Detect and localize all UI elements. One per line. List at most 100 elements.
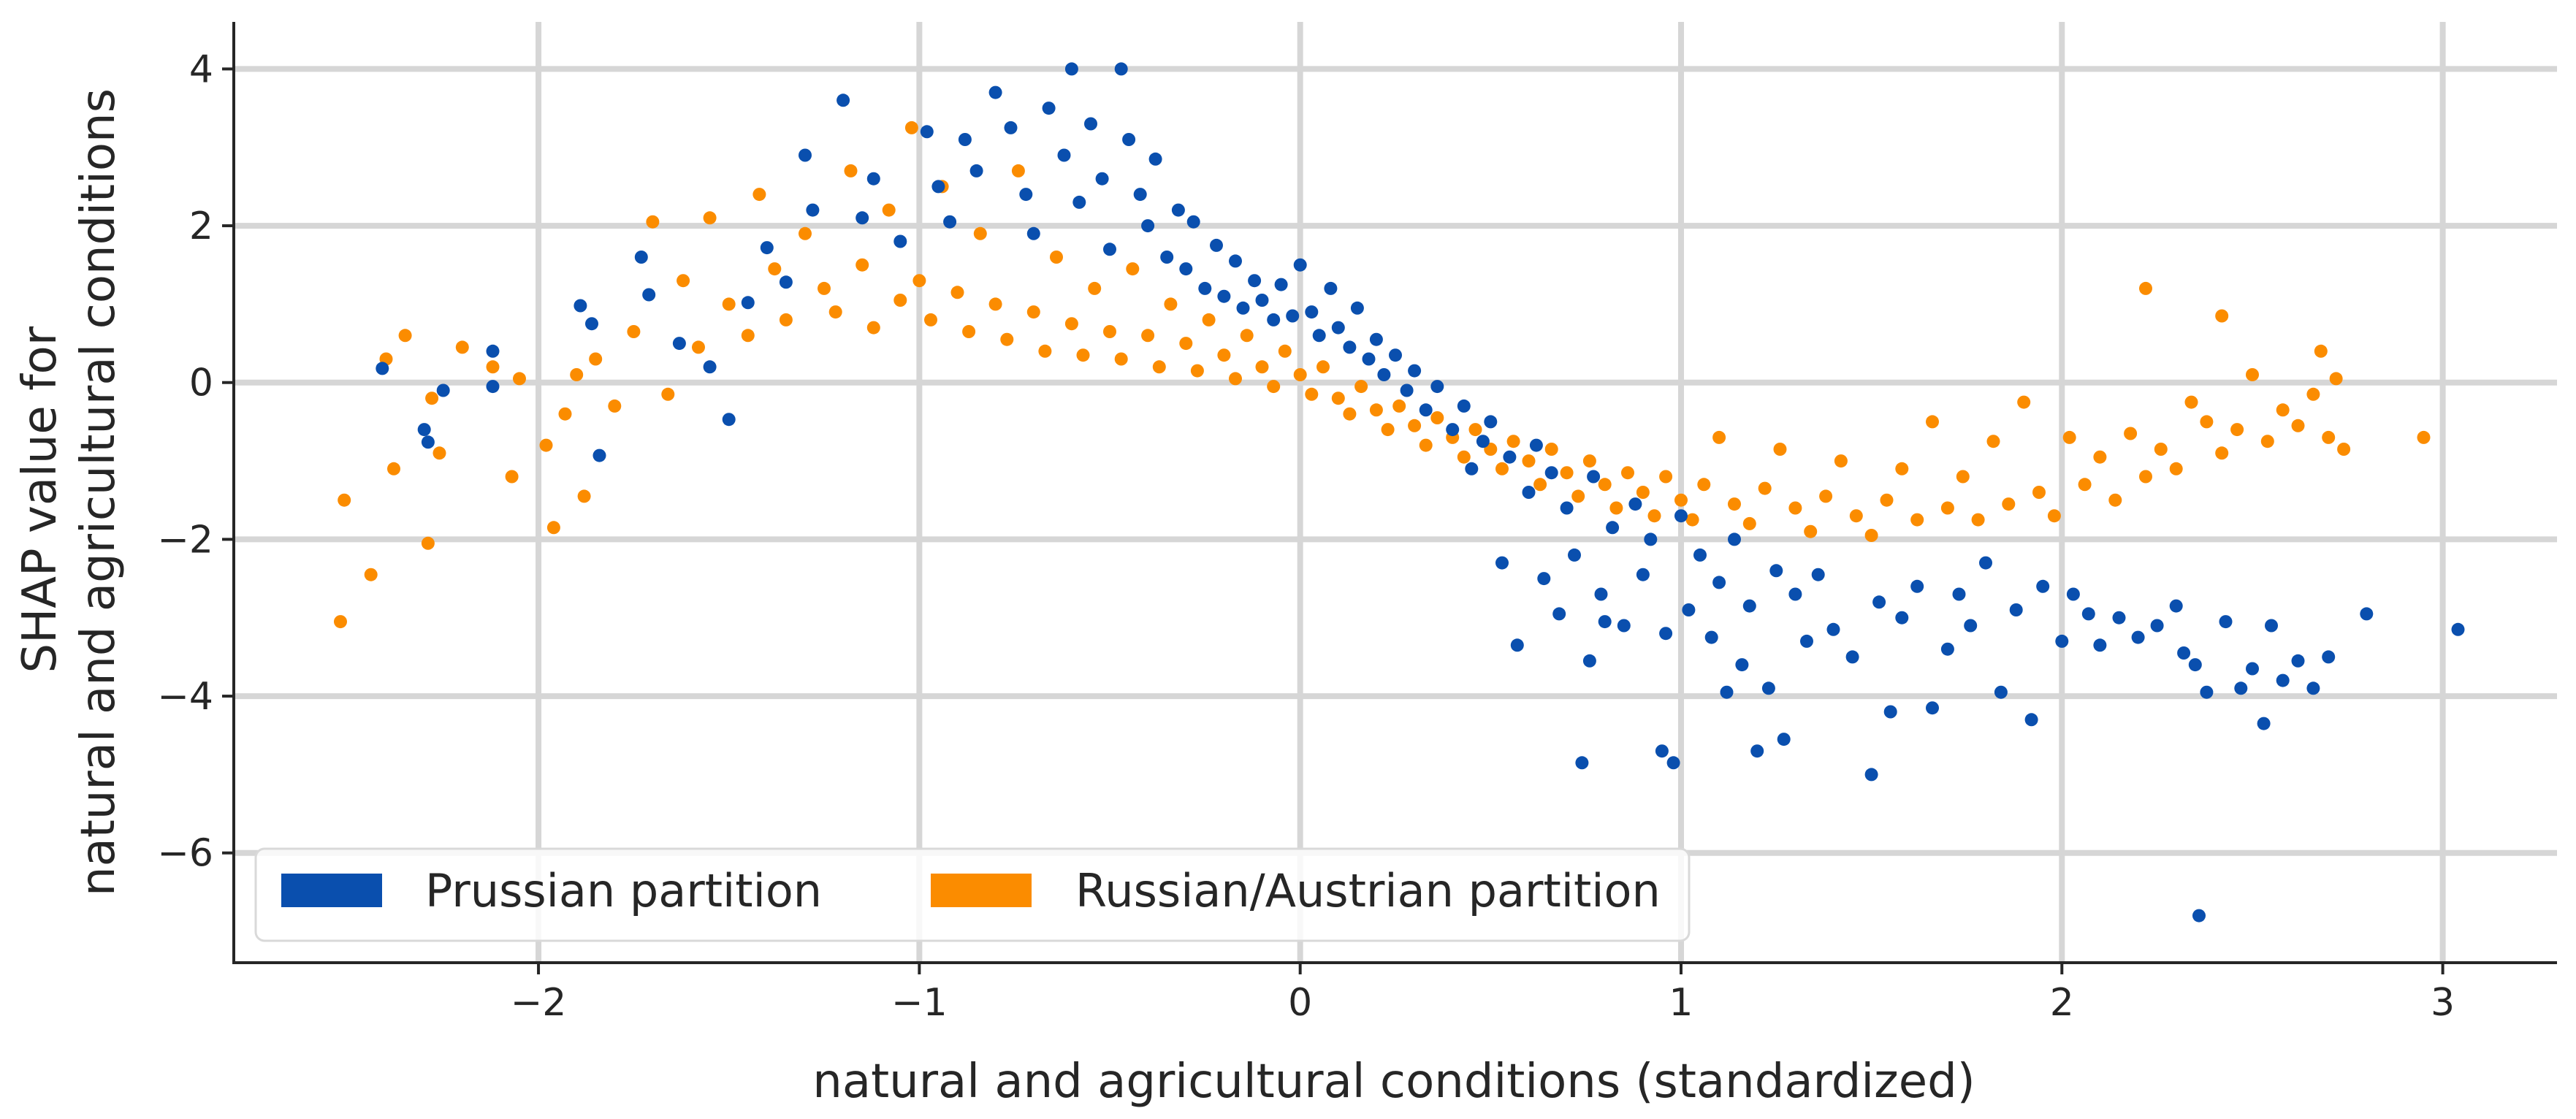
point-russian-austrian bbox=[505, 470, 519, 484]
point-prussian bbox=[1377, 368, 1391, 381]
point-russian-austrian bbox=[1956, 470, 1970, 484]
point-russian-austrian bbox=[2139, 470, 2152, 484]
point-prussian bbox=[1122, 133, 1136, 146]
point-prussian bbox=[2066, 587, 2080, 601]
point-prussian bbox=[436, 383, 450, 397]
point-russian-austrian bbox=[1305, 387, 1319, 401]
point-prussian bbox=[1522, 486, 1536, 499]
point-russian-austrian bbox=[1240, 329, 1254, 343]
point-russian-austrian bbox=[1141, 329, 1155, 343]
point-prussian bbox=[2192, 909, 2206, 923]
point-prussian bbox=[1659, 627, 1673, 641]
point-russian-austrian bbox=[973, 226, 987, 240]
point-prussian bbox=[1952, 587, 1966, 601]
data-points bbox=[334, 62, 2465, 923]
point-russian-austrian bbox=[387, 462, 400, 476]
point-russian-austrian bbox=[1064, 317, 1078, 331]
point-russian-austrian bbox=[2002, 497, 2016, 511]
x-tick-label: −2 bbox=[511, 981, 567, 1025]
point-prussian bbox=[866, 172, 880, 186]
point-russian-austrian bbox=[692, 340, 705, 354]
point-russian-austrian bbox=[432, 446, 446, 460]
point-prussian bbox=[1864, 768, 1878, 782]
point-prussian bbox=[1465, 462, 1479, 476]
point-prussian bbox=[2291, 654, 2305, 668]
point-prussian bbox=[943, 215, 957, 229]
point-prussian bbox=[1446, 423, 1460, 437]
point-russian-austrian bbox=[1712, 430, 1726, 444]
point-prussian bbox=[1248, 274, 1262, 288]
point-prussian bbox=[1430, 380, 1444, 394]
point-prussian bbox=[1598, 615, 1612, 629]
point-russian-austrian bbox=[1697, 478, 1711, 492]
point-russian-austrian bbox=[334, 615, 347, 629]
point-prussian bbox=[2200, 685, 2214, 699]
point-russian-austrian bbox=[608, 399, 622, 413]
point-russian-austrian bbox=[2124, 427, 2138, 440]
point-prussian bbox=[920, 125, 934, 139]
point-russian-austrian bbox=[856, 258, 869, 272]
point-russian-austrian bbox=[818, 281, 831, 295]
point-russian-austrian bbox=[558, 407, 572, 421]
point-prussian bbox=[1529, 438, 1543, 452]
point-prussian bbox=[1674, 509, 1688, 523]
point-russian-austrian bbox=[1598, 478, 1612, 492]
point-prussian bbox=[2188, 658, 2202, 672]
point-prussian bbox=[1712, 576, 1726, 589]
point-russian-austrian bbox=[1819, 489, 1833, 503]
point-prussian bbox=[1293, 258, 1307, 272]
point-prussian bbox=[1750, 744, 1764, 758]
point-russian-austrian bbox=[1728, 497, 1741, 511]
point-russian-austrian bbox=[1267, 380, 1281, 394]
point-prussian bbox=[1331, 321, 1345, 335]
point-prussian bbox=[1926, 701, 1939, 715]
point-russian-austrian bbox=[2139, 281, 2152, 295]
point-russian-austrian bbox=[364, 568, 378, 581]
point-prussian bbox=[634, 251, 648, 264]
point-russian-austrian bbox=[1910, 513, 1924, 527]
point-prussian bbox=[1350, 301, 1364, 315]
point-prussian bbox=[592, 448, 606, 462]
point-prussian bbox=[1582, 654, 1596, 668]
point-prussian bbox=[1895, 611, 1909, 625]
point-russian-austrian bbox=[882, 203, 896, 217]
point-prussian bbox=[1811, 568, 1825, 581]
point-prussian bbox=[2322, 650, 2336, 664]
point-russian-austrian bbox=[421, 536, 435, 550]
point-prussian bbox=[1305, 305, 1319, 319]
y-axis-title-line-2: natural and agricultural conditions bbox=[72, 88, 126, 896]
point-russian-austrian bbox=[1742, 516, 1756, 530]
point-prussian bbox=[2055, 634, 2069, 648]
point-russian-austrian bbox=[1609, 501, 1623, 515]
point-russian-austrian bbox=[2314, 344, 2328, 358]
x-tick-label: 2 bbox=[2050, 981, 2074, 1025]
point-prussian bbox=[779, 275, 793, 289]
point-russian-austrian bbox=[1804, 524, 1818, 538]
point-russian-austrian bbox=[338, 493, 351, 507]
point-prussian bbox=[1826, 622, 1840, 636]
point-prussian bbox=[1457, 399, 1471, 413]
point-prussian bbox=[1019, 188, 1033, 202]
point-prussian bbox=[2169, 599, 2183, 613]
point-russian-austrian bbox=[1392, 399, 1406, 413]
point-russian-austrian bbox=[1544, 443, 1558, 456]
point-prussian bbox=[2360, 607, 2374, 621]
point-russian-austrian bbox=[1685, 513, 1699, 527]
point-prussian bbox=[1133, 188, 1147, 202]
point-russian-austrian bbox=[2291, 419, 2305, 432]
point-russian-austrian bbox=[2017, 395, 2031, 409]
y-tick-label: −4 bbox=[157, 675, 213, 719]
point-russian-austrian bbox=[1126, 262, 1140, 276]
point-russian-austrian bbox=[1217, 348, 1231, 362]
point-russian-austrian bbox=[1495, 462, 1509, 476]
point-russian-austrian bbox=[1026, 305, 1040, 319]
point-prussian bbox=[1400, 383, 1414, 397]
point-prussian bbox=[2036, 579, 2050, 593]
point-russian-austrian bbox=[1571, 489, 1585, 503]
point-russian-austrian bbox=[646, 215, 660, 229]
point-prussian bbox=[1575, 756, 1589, 770]
point-russian-austrian bbox=[1354, 380, 1368, 394]
axes bbox=[232, 22, 2557, 964]
point-prussian bbox=[1628, 497, 1642, 511]
point-russian-austrian bbox=[844, 164, 858, 177]
